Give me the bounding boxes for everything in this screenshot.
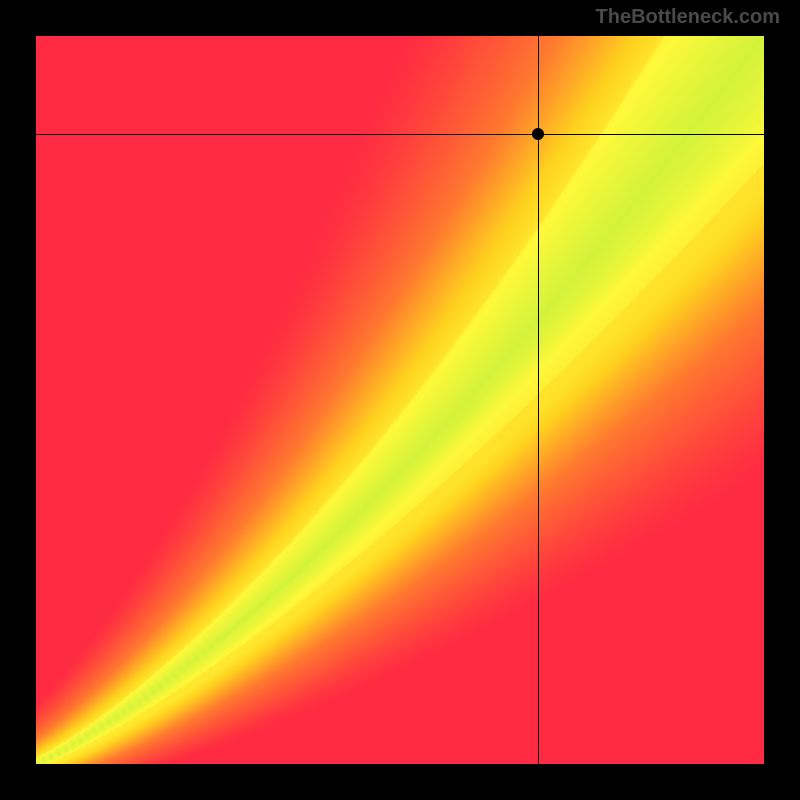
selection-marker [532, 128, 544, 140]
crosshair-vertical [538, 36, 539, 764]
crosshair-horizontal [36, 134, 764, 135]
heatmap-canvas [36, 36, 764, 764]
bottleneck-heatmap [36, 36, 764, 764]
watermark-text: TheBottleneck.com [596, 6, 780, 29]
